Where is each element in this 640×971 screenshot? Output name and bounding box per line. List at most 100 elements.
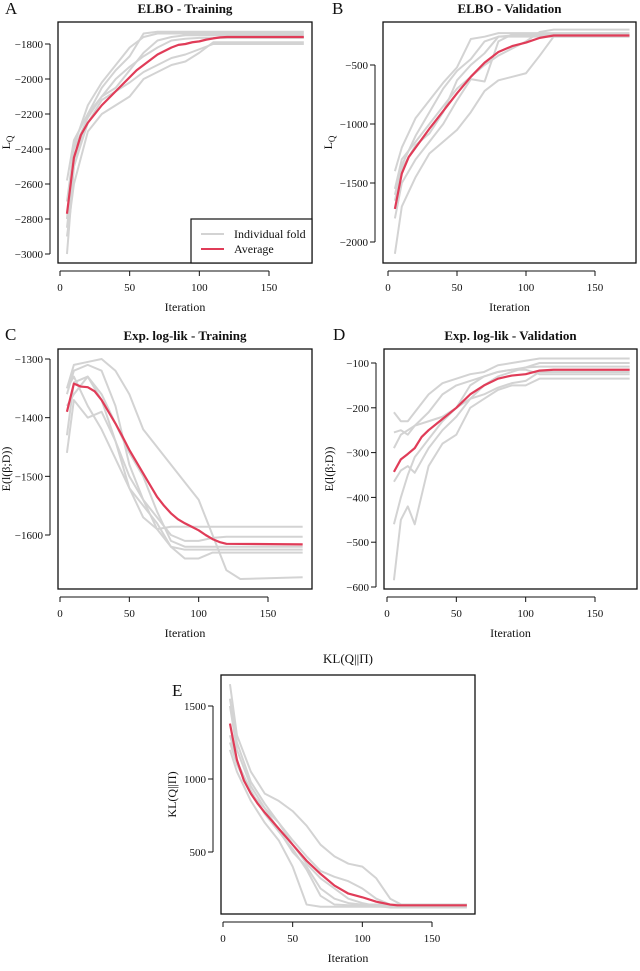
x-tick-label: 0 xyxy=(57,282,63,294)
y-axis-label-main: L xyxy=(321,142,335,149)
x-tick-label: 50 xyxy=(452,282,464,294)
chart-title: KL(Q||Π) xyxy=(323,651,373,666)
y-axis-label: E(l(β;D)) xyxy=(0,447,13,492)
x-tick-label: 100 xyxy=(517,608,534,620)
x-tick-label: 100 xyxy=(518,282,535,294)
legend-label-fold: Individual fold xyxy=(234,227,306,241)
plot-frame xyxy=(57,21,313,264)
y-axis-label: KL(Q||Π) xyxy=(165,771,179,817)
x-axis-label: Iteration xyxy=(165,626,206,640)
fold-line-2 xyxy=(393,357,630,423)
x-tick-label: 0 xyxy=(57,608,63,620)
y-tick-label: 1000 xyxy=(184,774,207,786)
fold-line-4 xyxy=(393,365,630,449)
fold-line-4 xyxy=(65,363,303,542)
y-tick-label: 1500 xyxy=(184,701,207,713)
x-tick-label: 0 xyxy=(384,608,390,620)
y-tick-label: 500 xyxy=(190,847,207,859)
y-axis-label: LQ xyxy=(321,135,337,149)
fold-line-3 xyxy=(392,362,630,525)
legend-label-average: Average xyxy=(234,242,274,256)
average-line xyxy=(228,723,467,907)
y-tick-label: −2000 xyxy=(15,74,44,86)
y-axis-label-subscript: Q xyxy=(327,135,337,142)
fold-line-1 xyxy=(65,358,303,580)
fold-line-2 xyxy=(229,749,467,908)
x-tick-label: 150 xyxy=(261,282,278,294)
x-tick-label: 150 xyxy=(587,608,604,620)
x-tick-label: 150 xyxy=(424,933,441,945)
fold-line-3 xyxy=(393,35,630,196)
y-tick-label: −2000 xyxy=(340,237,369,249)
panel-e: 0 50 100 150 500 1000 1500 KL(Q||Π) E Iteration KL… xyxy=(165,651,476,965)
plot-frame xyxy=(383,348,638,590)
fold-line-1 xyxy=(392,377,630,581)
fold-line-4 xyxy=(65,43,304,228)
y-tick-label: −500 xyxy=(346,537,369,549)
x-tick-label: 150 xyxy=(260,608,277,620)
fold-line-2 xyxy=(393,35,630,254)
y-tick-label: −2400 xyxy=(15,144,44,156)
x-tick-label: 100 xyxy=(190,608,207,620)
average-line xyxy=(393,34,630,210)
panel-a: 0 50 100 150 −3000 −2800 −2600 −2400 −2200 −2000 −… xyxy=(0,0,313,314)
y-tick-label: −2200 xyxy=(15,109,44,121)
x-axis-label: Iteration xyxy=(328,951,369,965)
panel-c: 0 50 100 150 −1600 −1500 −1400 −1300 Exp. log-li… xyxy=(0,325,313,640)
fold-line-2 xyxy=(65,34,304,181)
y-axis-label: LQ xyxy=(0,135,15,149)
fold-line-5 xyxy=(228,698,467,909)
y-tick-label: −100 xyxy=(346,358,369,370)
fold-line-6 xyxy=(66,375,303,548)
fold-line-6 xyxy=(65,32,304,220)
y-tick-label: −1500 xyxy=(15,471,44,483)
y-tick-label: −600 xyxy=(346,582,369,594)
fold-line-3 xyxy=(65,41,304,237)
y-axis-label-main: L xyxy=(0,142,13,149)
panel-b: 0 50 100 150 −2000 −1500 −1000 −500 ELBO - Valid… xyxy=(321,0,637,314)
x-tick-label: 0 xyxy=(220,933,226,945)
x-tick-label: 50 xyxy=(451,608,463,620)
chart-title: Exp. log-lik - Validation xyxy=(444,328,577,343)
fold-line-5 xyxy=(66,375,303,560)
x-tick-label: 100 xyxy=(191,282,208,294)
x-axis-label: Iteration xyxy=(165,300,206,314)
plot-frame xyxy=(382,21,637,264)
x-tick-label: 50 xyxy=(124,282,136,294)
fold-line-2 xyxy=(65,399,303,531)
y-tick-label: −300 xyxy=(346,448,369,460)
y-tick-label: −2800 xyxy=(15,214,44,226)
x-axis-label: Iteration xyxy=(489,300,530,314)
y-tick-label: −1400 xyxy=(15,413,44,425)
plot-frame xyxy=(57,348,313,590)
y-tick-label: −1300 xyxy=(15,354,44,366)
y-axis-label: E(l(β;D)) xyxy=(322,447,336,492)
panel-d: 0 50 100 150 −600 −500 −400 −300 −200 −100 Exp. lo… xyxy=(322,325,638,640)
y-axis-label-subscript: Q xyxy=(5,135,15,142)
average-line xyxy=(65,35,304,214)
y-tick-label: −2600 xyxy=(15,179,44,191)
fold-line-6 xyxy=(229,734,467,907)
y-tick-label: −1600 xyxy=(15,530,44,542)
y-tick-label: −200 xyxy=(346,403,369,415)
x-tick-label: 0 xyxy=(385,282,391,294)
y-tick-label: −400 xyxy=(346,492,369,504)
panel-letter: A xyxy=(5,0,18,18)
chart-title: ELBO - Training xyxy=(138,1,233,16)
chart-title: Exp. log-lik - Training xyxy=(123,328,247,343)
x-axis-label: Iteration xyxy=(490,626,531,640)
fold-line-1 xyxy=(393,32,630,172)
average-line xyxy=(392,368,630,473)
chart-title: ELBO - Validation xyxy=(457,1,562,16)
y-tick-label: −3000 xyxy=(15,249,44,261)
panel-letter: E xyxy=(172,681,182,700)
panel-letter: B xyxy=(332,0,343,18)
panel-letter: D xyxy=(333,325,345,344)
x-tick-label: 100 xyxy=(354,933,371,945)
x-tick-label: 150 xyxy=(587,282,604,294)
fold-line-3 xyxy=(65,375,303,551)
plot-frame xyxy=(220,674,476,915)
fold-line-1 xyxy=(228,683,467,908)
